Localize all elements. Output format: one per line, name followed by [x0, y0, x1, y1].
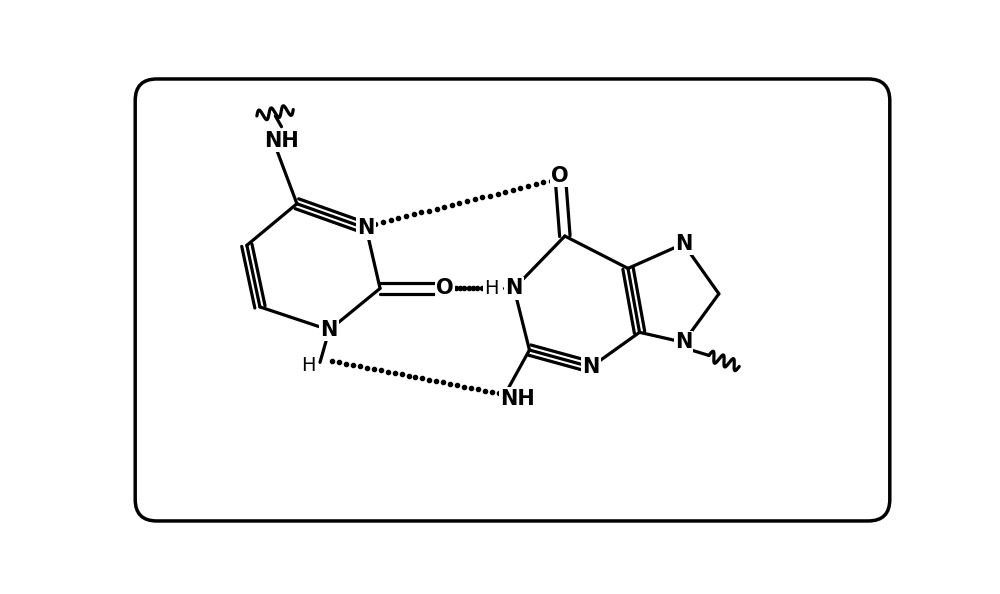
FancyBboxPatch shape [135, 79, 890, 521]
Text: H: H [484, 279, 498, 298]
Text: NH: NH [264, 131, 299, 151]
Text: N: N [582, 357, 600, 377]
Text: N: N [675, 332, 692, 352]
Text: N: N [675, 234, 692, 254]
Text: H: H [301, 356, 316, 375]
Text: NH: NH [501, 388, 535, 409]
Text: O: O [551, 166, 569, 186]
Text: O: O [436, 279, 454, 298]
Text: N: N [358, 219, 375, 238]
Text: N: N [321, 320, 338, 340]
Text: N: N [505, 279, 523, 298]
